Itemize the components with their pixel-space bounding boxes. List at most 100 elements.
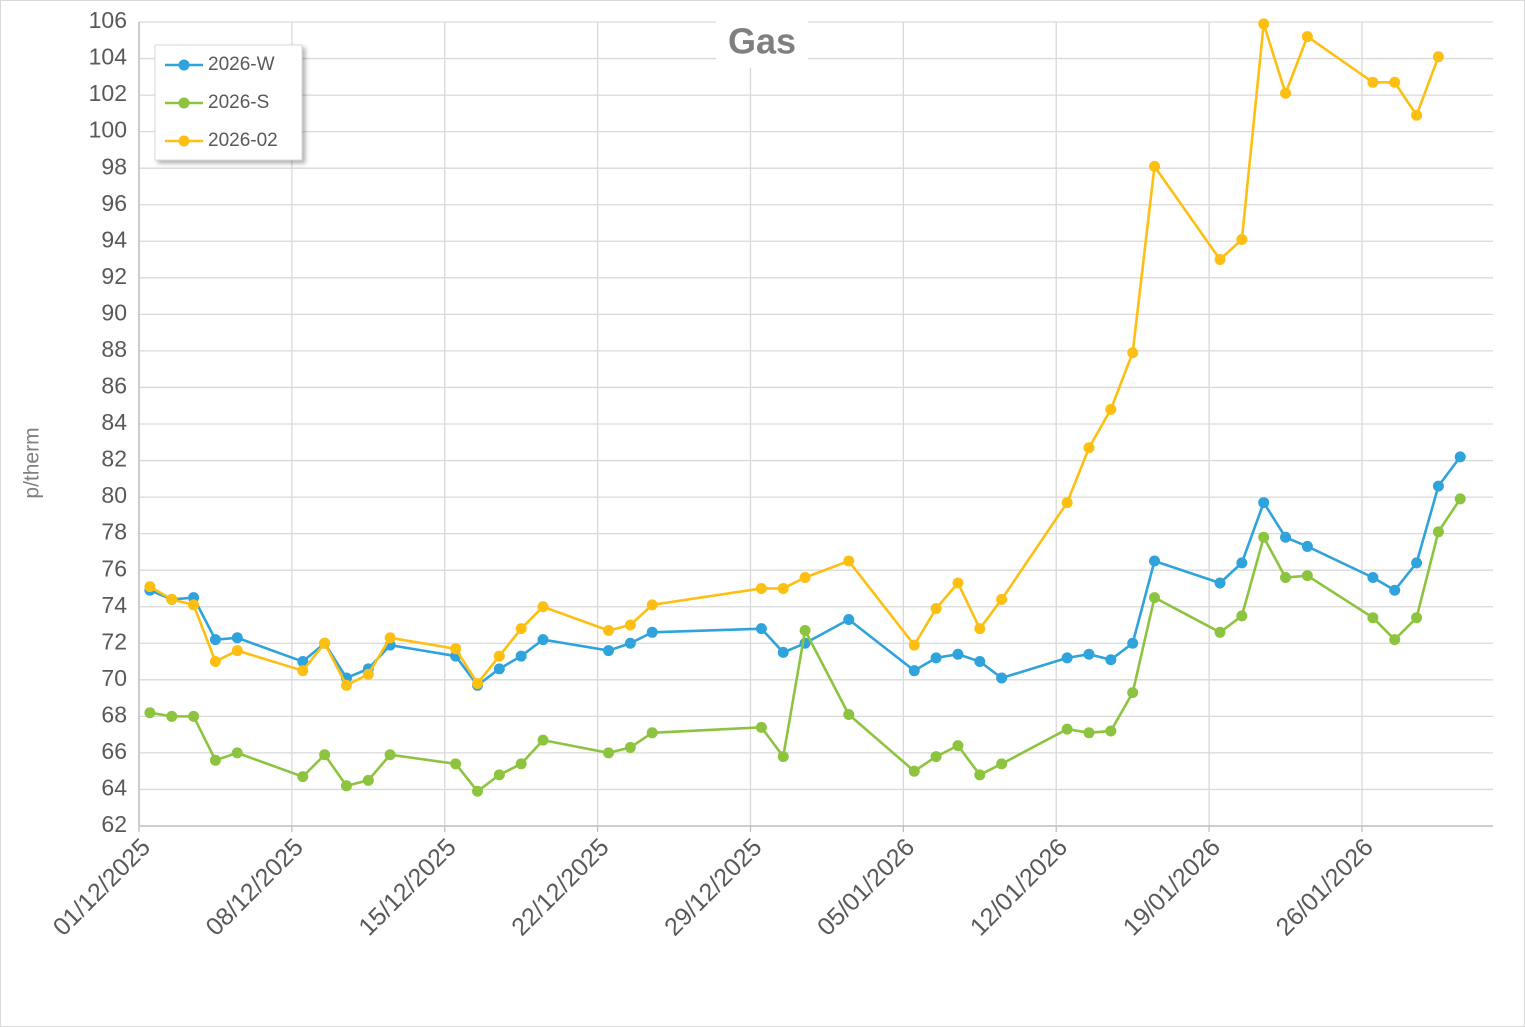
grid (138, 21, 1493, 832)
data-point (515, 623, 527, 635)
legend-label: 2026-S (208, 92, 269, 113)
y-tick-label: 92 (101, 263, 127, 289)
data-point (974, 623, 986, 635)
data-point (231, 632, 243, 644)
data-point (209, 656, 221, 668)
y-tick-label: 98 (101, 153, 127, 179)
data-point (1432, 526, 1444, 538)
data-point (1083, 442, 1095, 454)
data-point (450, 758, 462, 770)
y-tick-label: 76 (101, 555, 127, 581)
data-point (908, 665, 920, 677)
y-tick-label: 86 (101, 373, 127, 399)
data-point (1214, 626, 1226, 638)
data-point (1454, 451, 1466, 463)
title-background (716, 20, 808, 68)
chart-title: Gas (728, 21, 796, 62)
data-point (908, 765, 920, 777)
y-tick-label: 84 (101, 409, 127, 435)
data-point (297, 665, 309, 677)
data-point (1367, 612, 1379, 624)
y-tick-label: 70 (101, 665, 127, 691)
data-point (1258, 497, 1270, 509)
data-point (777, 646, 789, 658)
y-tick-label: 66 (101, 738, 127, 764)
data-point (1127, 347, 1139, 359)
data-point (1301, 570, 1313, 582)
data-point (1432, 51, 1444, 63)
data-point (952, 577, 964, 589)
series-line (149, 498, 1462, 794)
y-tick-label: 104 (89, 44, 128, 70)
data-point (209, 754, 221, 766)
data-point (1280, 571, 1292, 583)
data-point (1149, 592, 1160, 604)
data-point (362, 668, 374, 680)
data-point (1061, 497, 1073, 509)
data-point (231, 747, 243, 759)
data-point (930, 751, 942, 763)
data-point (1127, 637, 1139, 649)
data-point (624, 619, 636, 631)
y-tick-label: 80 (101, 482, 127, 508)
data-point (384, 632, 396, 644)
data-point (231, 645, 243, 657)
y-tick-label: 88 (101, 336, 127, 362)
y-tick-label: 72 (101, 628, 127, 654)
data-point (755, 582, 767, 594)
data-point (974, 769, 986, 781)
data-point (777, 582, 789, 594)
data-point (974, 656, 986, 668)
data-point (1411, 109, 1423, 121)
data-point (1149, 160, 1160, 172)
data-point (624, 637, 636, 649)
data-point (1454, 493, 1466, 505)
data-point (996, 758, 1008, 770)
data-point (362, 774, 374, 786)
y-tick-label: 78 (101, 519, 127, 545)
data-point (1389, 634, 1401, 646)
data-point (930, 652, 942, 664)
y-tick-label: 100 (89, 117, 127, 143)
data-point (319, 749, 331, 761)
data-point (952, 740, 964, 752)
data-point (1127, 687, 1139, 699)
data-point (1236, 233, 1248, 245)
data-point (1258, 18, 1270, 30)
y-tick-label: 74 (101, 592, 127, 618)
data-point (1280, 531, 1292, 543)
data-point (1105, 403, 1117, 415)
data-point (1411, 557, 1423, 569)
data-point (1083, 648, 1095, 660)
data-point (340, 780, 352, 792)
data-point (1389, 76, 1401, 88)
legend-label: 2026-W (208, 54, 275, 75)
data-point (1105, 654, 1117, 666)
data-point (1301, 31, 1313, 43)
y-tick-label: 96 (101, 190, 127, 216)
data-point (188, 599, 200, 611)
y-tick-label: 64 (101, 775, 127, 801)
data-point (166, 710, 178, 722)
data-point (603, 747, 615, 759)
data-point (624, 741, 636, 753)
data-point (1411, 612, 1423, 624)
data-point (843, 555, 855, 567)
data-point (493, 663, 505, 675)
data-point (908, 639, 920, 651)
data-point (1280, 87, 1292, 99)
data-point (646, 626, 658, 638)
data-point (297, 656, 309, 668)
data-point (1061, 723, 1073, 735)
data-point (493, 650, 505, 662)
data-point (1214, 254, 1226, 266)
legend-label: 2026-02 (208, 130, 278, 151)
data-point (777, 751, 789, 763)
y-tick-label: 68 (101, 701, 127, 727)
legend: 2026-W 2026-S 2026-02 (154, 44, 303, 161)
data-point (515, 758, 527, 770)
legend-marker (178, 97, 190, 109)
data-point (537, 734, 549, 746)
data-point (537, 601, 549, 613)
